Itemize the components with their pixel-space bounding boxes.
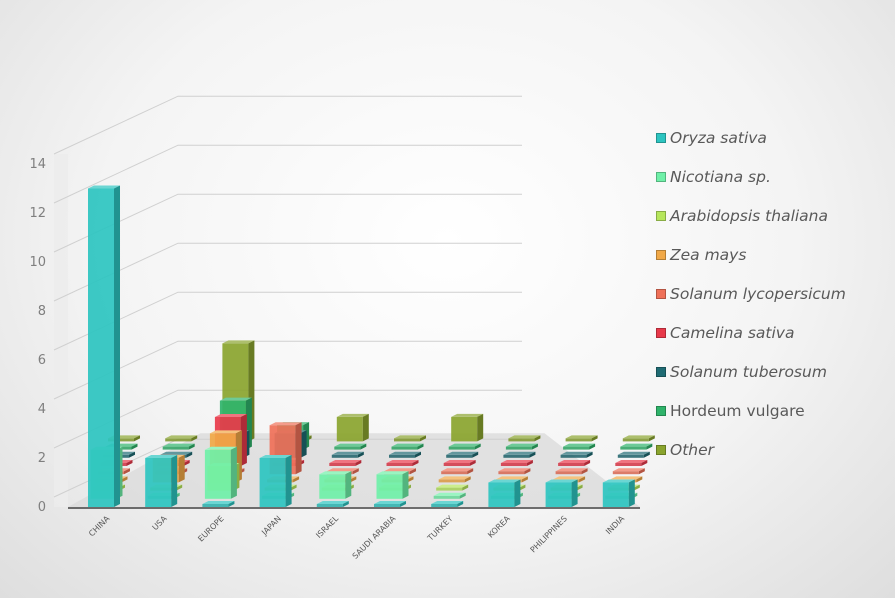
bar <box>565 435 598 442</box>
bar <box>488 479 521 507</box>
legend-label: Camelina sativa <box>670 323 795 342</box>
bar <box>441 468 474 475</box>
legend-item: Hordeum vulgare <box>656 391 892 430</box>
legend-label: Solanum tuberosum <box>670 362 827 381</box>
bar <box>316 501 349 507</box>
legend-item: Nicotiana sp. <box>656 157 892 196</box>
bar <box>505 443 538 450</box>
legend-swatch <box>656 171 666 182</box>
bar <box>602 479 635 507</box>
legend-swatch <box>656 327 666 338</box>
legend-swatch <box>656 444 666 455</box>
legend-item: Solanum lycopersicum <box>656 274 892 313</box>
bar <box>88 185 120 507</box>
bar <box>331 451 364 458</box>
chart-side-wall <box>54 154 68 507</box>
y-tick-label: 14 <box>29 157 46 172</box>
bar <box>202 501 235 507</box>
x-tick-label: CHINA <box>87 514 112 539</box>
bar <box>145 455 178 507</box>
legend-label: Other <box>670 440 715 459</box>
bar <box>165 435 198 442</box>
bar <box>319 471 352 499</box>
bar <box>433 492 466 499</box>
legend-item: Solanum tuberosum <box>656 352 892 391</box>
bar <box>620 443 653 450</box>
legend-swatch <box>656 405 666 416</box>
bar <box>545 479 578 507</box>
bar <box>558 460 591 466</box>
legend-label: Arabidopsis thaliana <box>670 206 828 225</box>
legend-label: Zea mays <box>670 245 747 264</box>
bar <box>446 451 479 458</box>
y-tick-label: 2 <box>38 451 46 466</box>
bar <box>436 484 469 491</box>
x-tick-label: USA <box>151 514 169 532</box>
bar <box>336 413 369 442</box>
bar <box>448 443 481 450</box>
y-tick-label: 0 <box>38 500 46 515</box>
legend-item: Oryza sativa <box>656 118 892 157</box>
bar <box>162 443 195 450</box>
x-tick-label: JAPAN <box>259 514 283 538</box>
legend-label: Hordeum vulgare <box>670 401 805 420</box>
chart-legend: Oryza sativa Nicotiana sp. Arabidopsis tha… <box>656 118 892 469</box>
legend-label: Nicotiana sp. <box>670 167 771 186</box>
y-tick-label: 6 <box>38 353 46 368</box>
bar <box>451 413 484 442</box>
bar <box>555 468 588 475</box>
bar <box>563 443 596 450</box>
bar <box>431 501 464 507</box>
x-tick-label: PHILIPPINES <box>529 514 569 554</box>
bar <box>615 460 648 466</box>
bar <box>560 451 593 458</box>
gridline <box>53 95 522 155</box>
x-tick-label: INDIA <box>604 514 627 537</box>
bar <box>438 476 471 483</box>
bar <box>386 460 419 466</box>
legend-item: Zea mays <box>656 235 892 274</box>
legend-swatch <box>656 288 666 299</box>
bar <box>389 451 421 458</box>
bar <box>622 435 655 442</box>
bar <box>508 435 541 442</box>
legend-item: Camelina sativa <box>656 313 892 352</box>
bar <box>204 446 237 499</box>
bar <box>391 443 424 450</box>
bar <box>329 460 362 466</box>
bar <box>503 451 536 458</box>
y-tick-label: 12 <box>29 206 46 221</box>
legend-swatch <box>656 366 666 377</box>
legend-swatch <box>656 132 666 143</box>
y-tick-label: 4 <box>38 402 46 417</box>
bar <box>374 501 406 507</box>
bar <box>500 460 533 466</box>
x-tick-label: ISRAEL <box>314 514 340 540</box>
bar <box>612 468 645 475</box>
bar <box>443 460 476 466</box>
bar <box>334 443 367 450</box>
bar <box>376 471 409 499</box>
y-tick-label: 8 <box>38 304 46 319</box>
legend-label: Oryza sativa <box>670 128 767 147</box>
legend-swatch <box>656 210 666 221</box>
x-tick-label: KOREA <box>486 514 512 540</box>
bar <box>259 455 292 507</box>
y-tick-label: 10 <box>29 255 46 270</box>
legend-swatch <box>656 249 666 260</box>
bar <box>394 435 426 442</box>
bar <box>617 451 650 458</box>
x-tick-label: EUROPE <box>196 514 225 543</box>
legend-label: Solanum lycopersicum <box>670 284 846 303</box>
x-tick-label: SAUDI ARABIA <box>351 514 398 561</box>
gridline <box>53 144 522 204</box>
bar <box>498 468 531 475</box>
legend-item: Arabidopsis thaliana <box>656 196 892 235</box>
x-tick-label: TURKEY <box>425 514 454 543</box>
legend-item: Other <box>656 430 892 469</box>
